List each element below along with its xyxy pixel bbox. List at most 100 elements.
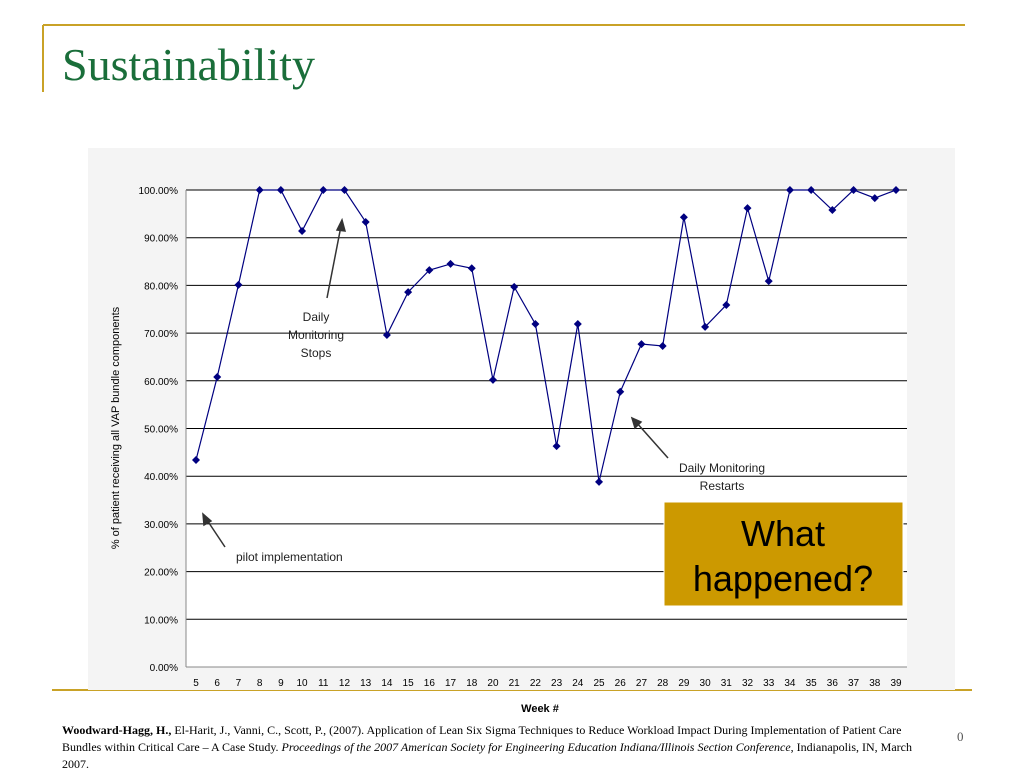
data-point [764,277,773,286]
data-point [255,186,264,194]
arrows [202,217,669,548]
y-tick-label: 80.00% [144,281,178,292]
x-tick-label: 26 [615,678,627,689]
data-point [467,264,476,273]
annotation: Restarts [700,479,745,493]
x-tick-label: 9 [278,678,284,689]
data-point [552,442,561,451]
y-tick-label: 40.00% [144,472,178,483]
x-tick-label: 5 [193,678,199,689]
data-point [361,217,370,226]
arrowhead [630,416,643,430]
x-tick-label: 30 [700,678,712,689]
data-point [785,186,794,194]
x-tick-label: 20 [487,678,499,689]
callout-box [663,501,904,607]
arrowhead [202,512,213,527]
x-tick-label: 29 [678,678,690,689]
annotation: Stops [301,346,332,360]
y-tick-label: 0.00% [150,663,178,674]
citation: Woodward-Hagg, H., El-Harit, J., Vanni, … [62,722,922,773]
data-point [849,186,858,194]
y-tick-label: 30.00% [144,520,178,531]
data-point [595,477,604,486]
arrowhead [335,217,347,232]
x-tick-label: 22 [530,678,542,689]
data-point [870,194,879,203]
data-point [192,455,200,464]
x-tick-label: 11 [318,678,329,689]
citation-text: El-Harit, J., Vanni, C., Scott, P., (200… [62,723,902,754]
x-tick-label: 16 [424,678,436,689]
data-point [701,322,710,331]
x-tick-label: 35 [806,678,818,689]
x-tick-label: 34 [784,678,796,689]
data-point [573,320,582,329]
x-tick-label: 15 [403,678,415,689]
data-point [404,288,413,297]
arrow [206,519,226,548]
data-point [807,186,816,194]
data-point [892,186,900,194]
slide-title: Sustainability [62,39,315,90]
data-point [213,372,222,381]
annotation: Daily [303,310,330,324]
data-point [382,331,391,340]
arrow [635,421,669,459]
data-point [679,213,688,222]
data-point [828,206,837,215]
annotation: Daily Monitoring [679,461,765,475]
annotation: pilot implementation [236,550,343,564]
citation-author: Woodward-Hagg, H., [62,723,172,737]
data-line [195,189,897,483]
x-tick-label: 7 [236,678,242,689]
callout-text: What [741,513,825,554]
callout-text: happened? [693,558,873,599]
page-number: 0 [957,729,964,744]
data-point [446,259,455,268]
data-point [637,340,646,349]
citation-venue: Proceedings of the 2007 American Society… [281,740,791,754]
data-point [276,186,285,194]
y-tick-label: 20.00% [144,568,178,579]
data-point [298,227,307,236]
data-point [488,375,497,384]
y-tick-label: 100.00% [139,186,179,197]
x-tick-label: 10 [296,678,308,689]
data-point [616,387,625,396]
x-tick-label: 23 [551,678,563,689]
x-tick-label: 24 [572,678,584,689]
y-tick-label: 90.00% [144,234,178,245]
y-tick-label: 50.00% [144,425,178,436]
data-point [234,280,243,289]
x-tick-label: 33 [763,678,775,689]
x-tick-label: 25 [593,678,605,689]
data-point [425,266,434,275]
x-tick-label: 28 [657,678,669,689]
x-tick-label: 17 [445,678,457,689]
x-tick-label: 14 [381,678,393,689]
x-tick-label: 6 [214,678,220,689]
x-tick-label: 21 [509,678,521,689]
data-point [531,320,540,329]
data-point [340,186,349,194]
arrow [326,225,342,299]
x-tick-label: 27 [636,678,648,689]
x-tick-label: 38 [869,678,881,689]
x-tick-label: 8 [257,678,263,689]
y-tick-label: 70.00% [144,329,178,340]
y-tick-label: 10.00% [144,615,178,626]
data-point [510,282,519,291]
x-tick-label: 36 [827,678,839,689]
x-tick-label: 32 [742,678,754,689]
data-point [722,300,731,309]
x-tick-label: 37 [848,678,860,689]
x-tick-label: 31 [721,678,733,689]
y-axis-title: % of patient receiving all VAP bundle co… [110,306,122,549]
annotation: Monitoring [288,328,344,342]
x-tick-label: 12 [339,678,351,689]
y-tick-label: 60.00% [144,377,178,388]
